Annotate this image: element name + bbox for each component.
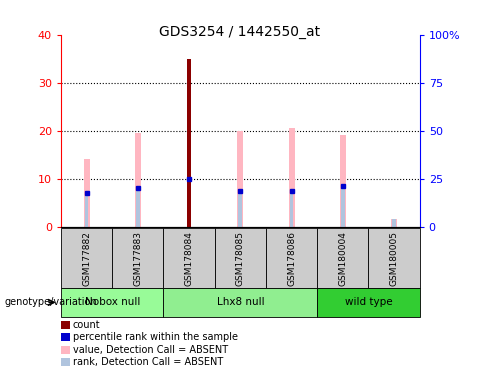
Bar xyxy=(317,288,420,317)
Text: value, Detection Call = ABSENT: value, Detection Call = ABSENT xyxy=(73,345,228,355)
Bar xyxy=(391,219,397,227)
Bar xyxy=(341,186,345,227)
Bar xyxy=(61,333,69,341)
Text: GSM177882: GSM177882 xyxy=(82,231,91,286)
Text: GSM180005: GSM180005 xyxy=(389,231,399,286)
Bar xyxy=(187,59,191,227)
Text: GSM177883: GSM177883 xyxy=(133,231,142,286)
Bar xyxy=(239,190,242,227)
Text: GSM178086: GSM178086 xyxy=(287,231,296,286)
Bar xyxy=(61,288,163,317)
Bar xyxy=(163,288,317,317)
Bar xyxy=(290,190,293,227)
Bar xyxy=(135,133,141,227)
Bar xyxy=(288,128,295,227)
Bar xyxy=(368,228,420,288)
Bar xyxy=(340,136,346,227)
Bar xyxy=(61,321,69,329)
Bar xyxy=(61,358,69,366)
Bar xyxy=(83,159,90,227)
Text: rank, Detection Call = ABSENT: rank, Detection Call = ABSENT xyxy=(73,358,223,367)
Bar xyxy=(61,346,69,354)
Text: count: count xyxy=(73,320,101,330)
Bar xyxy=(112,228,163,288)
Bar xyxy=(392,219,396,227)
Text: percentile rank within the sample: percentile rank within the sample xyxy=(73,333,238,343)
Bar xyxy=(136,188,140,227)
Text: wild type: wild type xyxy=(345,297,392,308)
Text: GSM180004: GSM180004 xyxy=(338,231,347,286)
Bar xyxy=(237,131,244,227)
Bar xyxy=(317,228,368,288)
Text: genotype/variation: genotype/variation xyxy=(5,297,98,308)
Text: GSM178084: GSM178084 xyxy=(184,231,194,286)
Bar xyxy=(266,228,317,288)
Text: Lhx8 null: Lhx8 null xyxy=(217,297,264,308)
Bar xyxy=(85,193,88,227)
Bar xyxy=(163,228,215,288)
Text: Nobox null: Nobox null xyxy=(84,297,140,308)
Bar xyxy=(215,228,266,288)
Text: GDS3254 / 1442550_at: GDS3254 / 1442550_at xyxy=(159,25,320,39)
Text: GSM178085: GSM178085 xyxy=(236,231,245,286)
Bar xyxy=(61,228,112,288)
